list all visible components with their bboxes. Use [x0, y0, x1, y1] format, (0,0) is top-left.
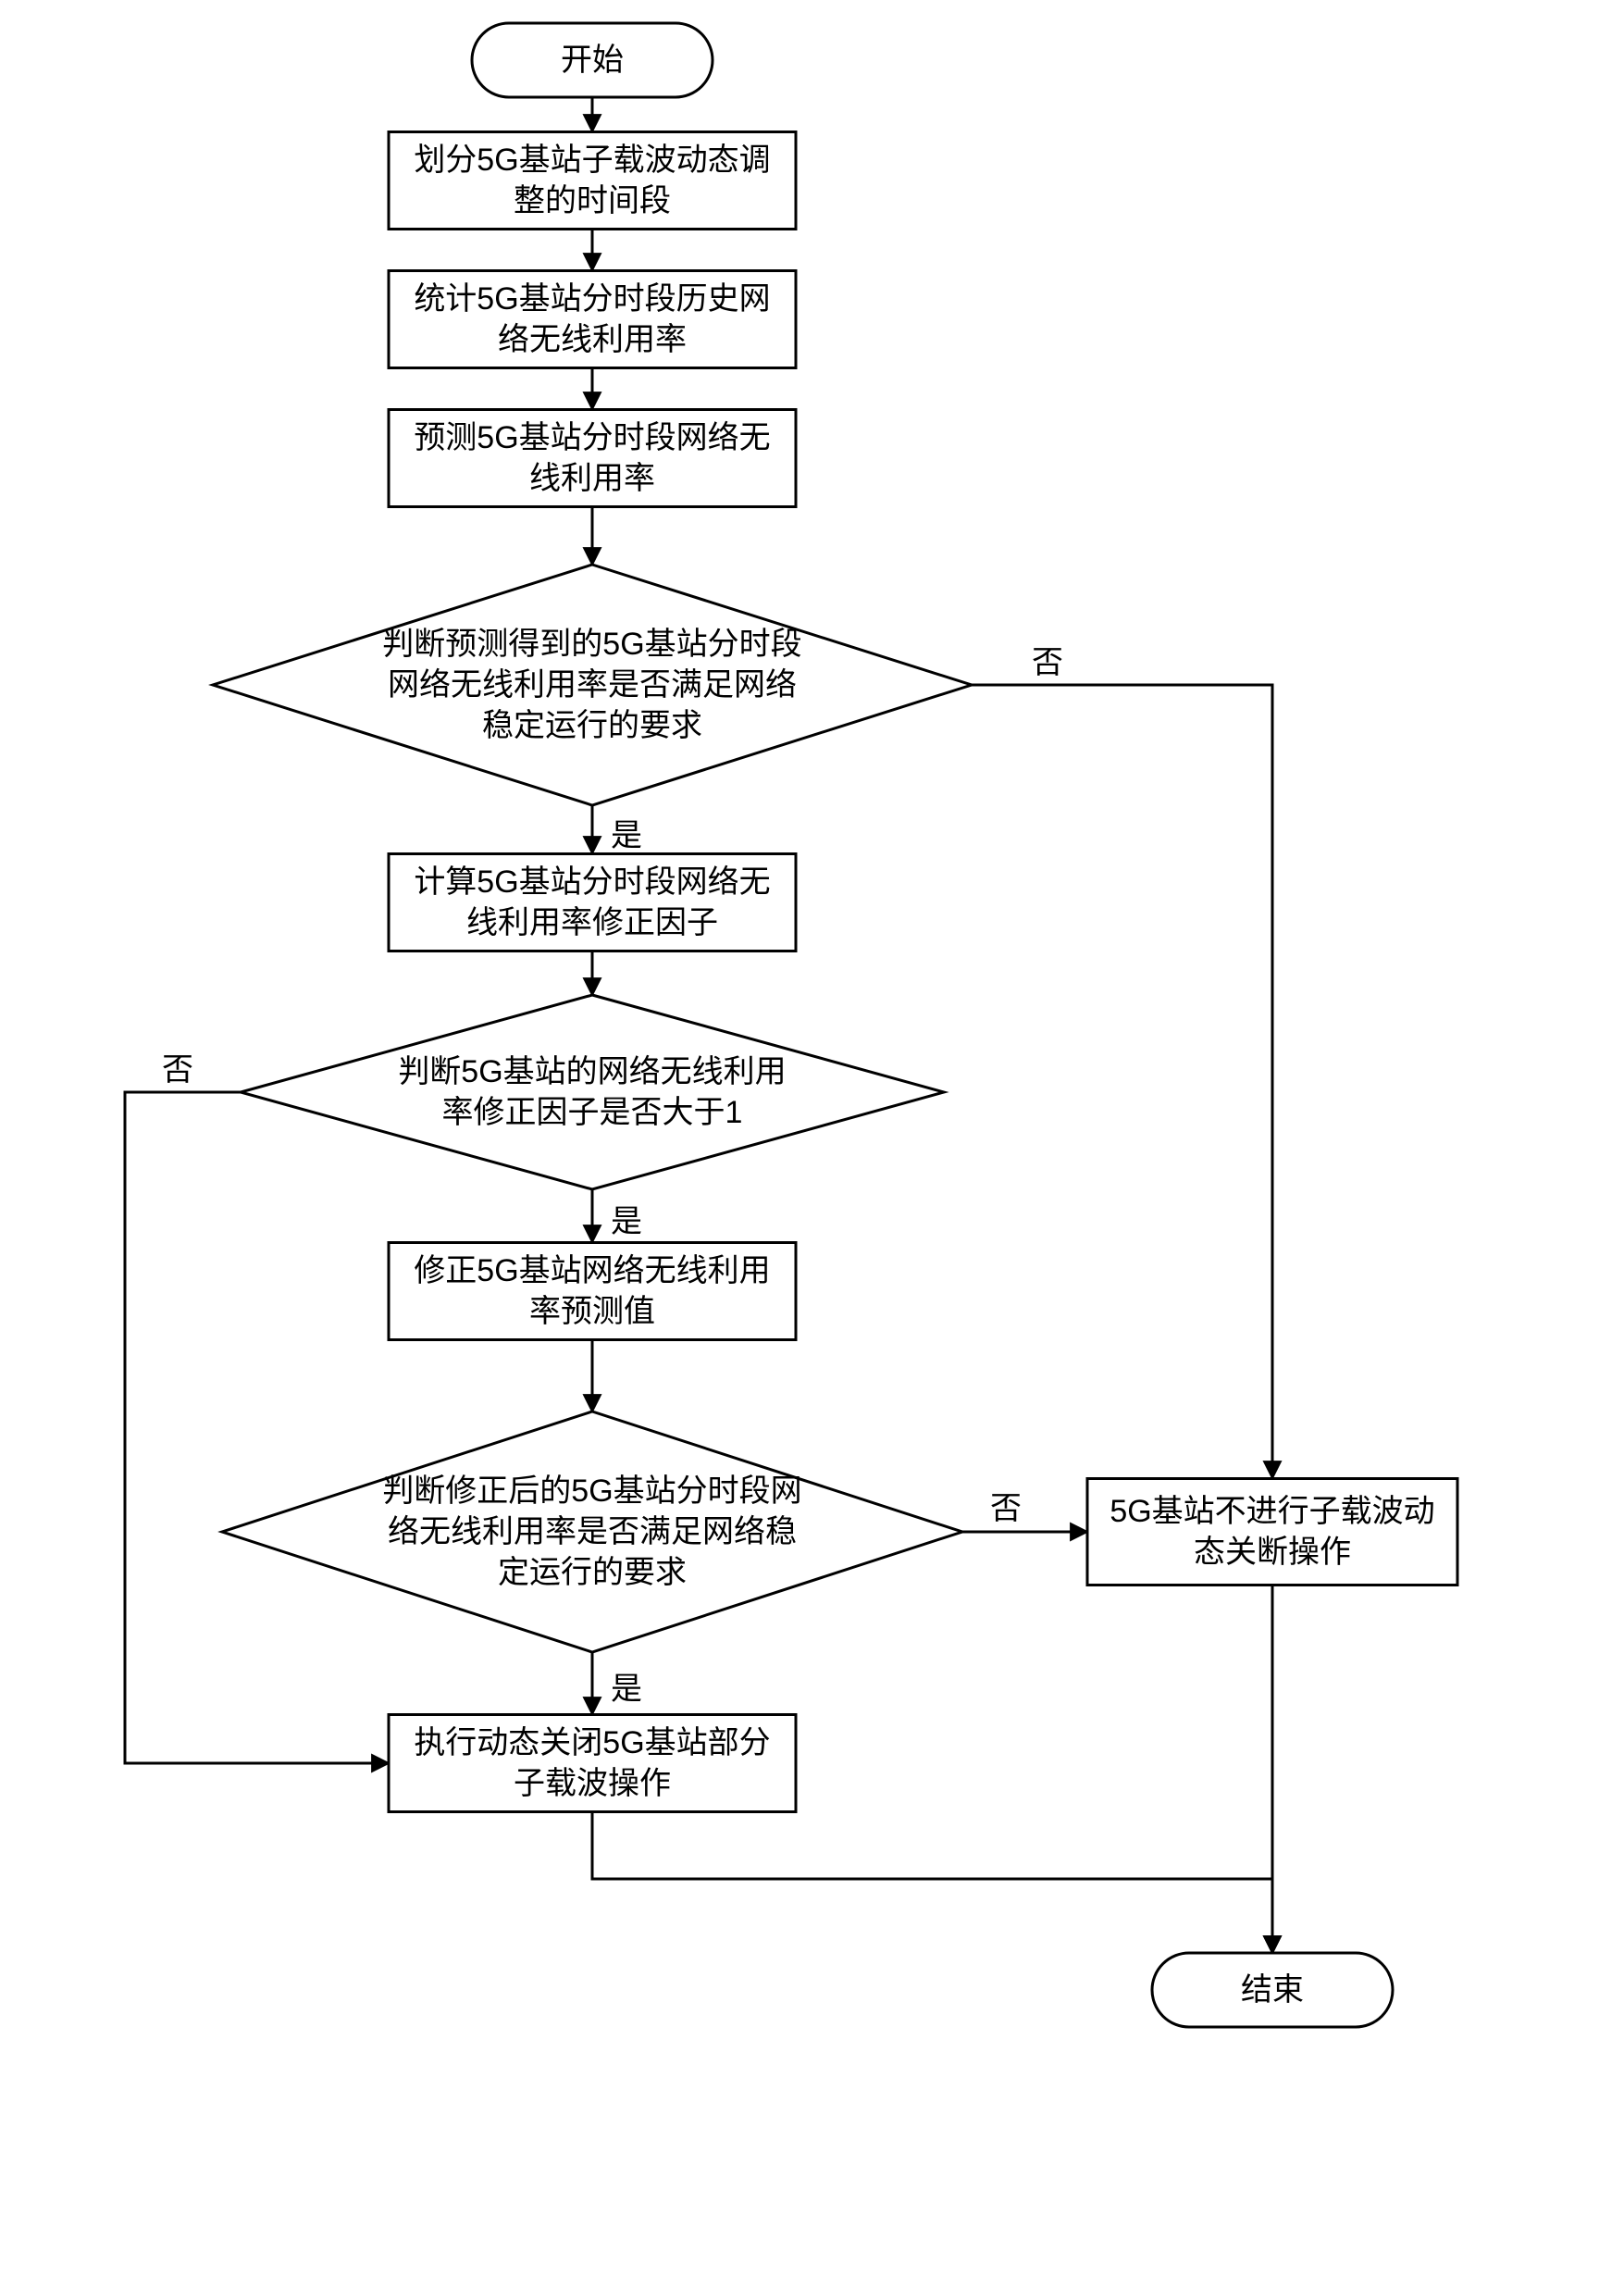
node-text-p1: 划分5G基站子载波动态调整的时间段 — [403, 137, 782, 225]
edge-label-d3-p6: 是 — [611, 1663, 642, 1709]
node-text-noop: 5G基站不进行子载波动态关断操作 — [1101, 1484, 1444, 1581]
node-text-p5: 修正5G基站网络无线利用率预测值 — [403, 1248, 782, 1336]
node-text-p4: 计算5G基站分时段网络无线利用率修正因子 — [403, 859, 782, 947]
flowchart-canvas — [0, 0, 1624, 2288]
edge-label-d1-p4: 是 — [611, 810, 642, 855]
node-text-p6: 执行动态关闭5G基站部分子载波操作 — [403, 1720, 782, 1808]
node-text-d2: 判断5G基站的网络无线利用率修正因子是否大于1 — [389, 1025, 797, 1161]
edge-label-d3-noop: 否 — [990, 1483, 1022, 1528]
node-text-d1: 判断预测得到的5G基站分时段网络无线利用率是否满足网络稳定运行的要求 — [372, 601, 812, 769]
edge-label-d2-p6: 否 — [162, 1044, 193, 1089]
edge-label-d1-noop: 否 — [1032, 637, 1063, 682]
node-text-d3: 判断修正后的5G基站分时段网络无线利用率是否满足网络稳定运行的要求 — [378, 1448, 807, 1616]
edge-p6-end — [592, 1812, 1272, 1953]
node-text-p2: 统计5G基站分时段历史网络无线利用率 — [403, 276, 782, 364]
edge-d1-noop — [972, 685, 1272, 1478]
node-text-start: 开始 — [486, 28, 699, 93]
edge-d2-p6 — [125, 1092, 389, 1763]
edge-label-d2-p5: 是 — [611, 1196, 642, 1241]
node-text-end: 结束 — [1166, 1958, 1379, 2022]
node-text-p3: 预测5G基站分时段网络无线利用率 — [403, 415, 782, 503]
